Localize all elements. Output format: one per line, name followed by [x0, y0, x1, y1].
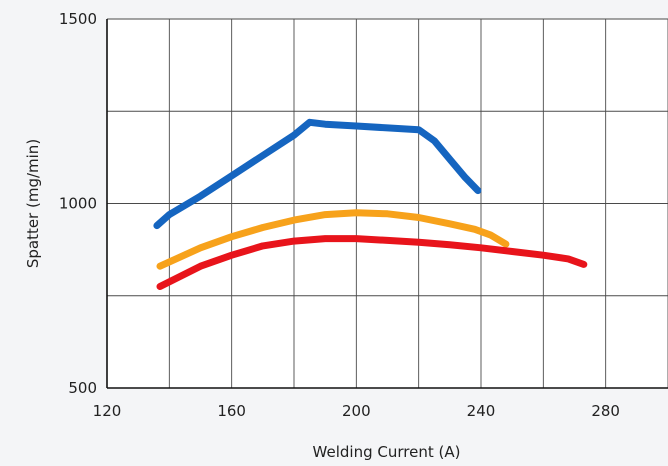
- series-line-3: [156, 235, 588, 290]
- y-tick-label: 500: [68, 379, 97, 397]
- tick-labels: 120 160 200 240 280 500 1000 1500: [59, 10, 620, 420]
- x-tick-label: 120: [93, 402, 122, 420]
- x-tick-label: 200: [342, 402, 371, 420]
- series-line-2: [156, 209, 510, 270]
- series-line-1: [153, 118, 482, 230]
- x-tick-label: 280: [591, 402, 620, 420]
- x-tick-label: 240: [467, 402, 496, 420]
- x-axis-label: Welding Current (A): [313, 443, 461, 461]
- series-group: [153, 118, 588, 290]
- y-axis-label: Spatter (mg/min): [24, 139, 42, 268]
- x-tick-label: 160: [217, 402, 246, 420]
- y-tick-label: 1000: [59, 195, 97, 213]
- y-tick-label: 1500: [59, 10, 97, 28]
